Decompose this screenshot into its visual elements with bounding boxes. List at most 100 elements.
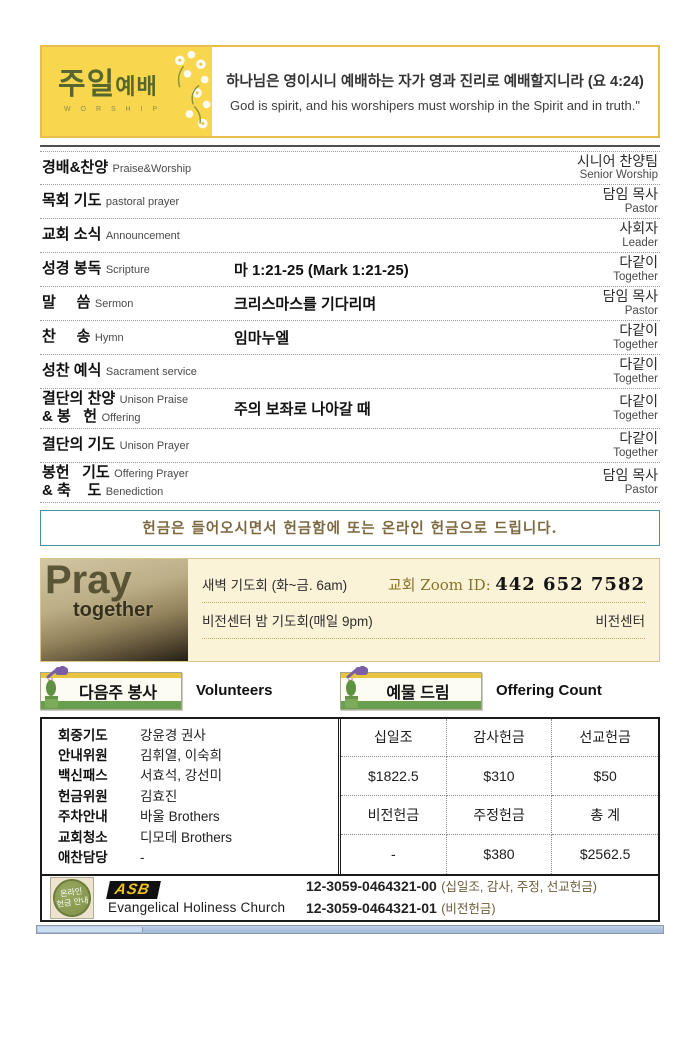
account-note-1: (십일조, 감사, 주정, 선교헌금) <box>441 879 597 894</box>
horizontal-scrollbar[interactable] <box>36 924 664 934</box>
verse-korean: 하나님은 영이시니 예배하는 자가 영과 진리로 예배할지니라 (요 4:24) <box>226 74 644 90</box>
scrollbar-thumb[interactable] <box>38 926 143 932</box>
vision-center-text: 비전센터 <box>595 614 645 630</box>
order-by-en: Pastor <box>624 304 658 317</box>
night-prayer-text: 비전센터 밤 기도회(매일 9pm) <box>202 614 373 630</box>
order-by-en: Together <box>613 338 658 351</box>
order-row-offering-prayer-benediction: 봉헌 기도 Offering Prayer & 축 도 Benediction … <box>40 463 660 503</box>
bank-church-block: ASB Evangelical Holiness Church <box>106 880 298 915</box>
offering-cell-mission-header: 선교헌금 <box>552 719 658 758</box>
prayer-row-dawn: 새벽 기도회 (화~금. 6am) 교회 Zoom ID: 442 652 75… <box>202 567 645 603</box>
order-row-hymn: 찬 송 Hymn 임마누엘 다같이 Together <box>40 321 660 355</box>
offering-cell-tithe-header: 십일조 <box>341 718 447 758</box>
volunteer-value: 디모데 Brothers <box>140 829 233 845</box>
account-numbers: 12-3059-0464321-00 (십일조, 감사, 주정, 선교헌금) 1… <box>306 876 597 919</box>
order-label-en: Hymn <box>94 332 124 345</box>
account-number-2: 12-3059-0464321-01 <box>306 899 437 916</box>
order-by-kr: 다같이 <box>619 254 658 271</box>
pray-together-image: Pray together <box>41 558 188 661</box>
order-label-kr: 목회 기도 <box>42 192 102 210</box>
order-by-en: Leader <box>622 236 658 249</box>
account-line-2: 12-3059-0464321-01 (비전헌금) <box>306 898 597 920</box>
order-label-kr2: & 축 도 <box>42 482 102 500</box>
volunteer-row: 애찬담당 - <box>58 848 338 868</box>
account-number-1: 12-3059-0464321-00 <box>306 877 437 894</box>
order-by-kr: 다같이 <box>619 430 658 447</box>
order-by-kr: 담임 목사 <box>602 186 658 203</box>
offering-cell-vision-header: 비전헌금 <box>341 796 447 835</box>
volunteer-row: 주차안내 바울 Brothers <box>58 807 338 827</box>
order-row-pastoral-prayer: 목회 기도 pastoral prayer 담임 목사 Pastor <box>40 185 660 219</box>
order-label-kr: 봉헌 기도 <box>42 463 110 481</box>
volunteer-value: 강윤경 권사 <box>140 727 206 743</box>
order-by-kr: 다같이 <box>619 356 658 373</box>
online-offering-badge: 온라인 헌금 안내 <box>50 876 94 920</box>
zoom-id-label: 교회 Zoom ID: <box>387 575 491 594</box>
volunteer-value: - <box>140 850 145 865</box>
order-label-kr: 결단의 찬양 <box>42 390 116 407</box>
order-content: 크리스마스를 기다리며 <box>234 296 377 313</box>
notice-text: 헌금은 들어오시면서 헌금함에 또는 온라인 헌금으로 드립니다. <box>142 520 558 538</box>
offering-cell-thanks-amount: $310 <box>446 757 553 797</box>
order-by-en: Together <box>613 270 658 283</box>
order-row-sermon: 말 씀 Sermon 크리스마스를 기다리며 담임 목사 Pastor <box>40 287 660 321</box>
order-label-kr: 찬 송 <box>42 328 91 346</box>
volunteer-value: 바울 Brothers <box>140 809 220 825</box>
volunteer-row: 헌금위원 김효진 <box>58 787 338 807</box>
offering-badge: 예물 드림 <box>340 665 482 710</box>
volunteer-row: 회중기도 강윤경 권사 <box>58 726 338 746</box>
order-label-kr: 말 씀 <box>42 294 91 312</box>
order-by-kr: 시니어 찬양팀 <box>576 152 658 169</box>
church-name: Evangelical Holiness Church <box>108 899 286 915</box>
asb-bank-logo: ASB <box>106 880 161 899</box>
offering-cell-tithe-amount: $1822.5 <box>341 757 447 797</box>
order-by-kr: 사회자 <box>619 220 658 237</box>
prayer-row-night: 비전센터 밤 기도회(매일 9pm) 비전센터 <box>202 603 645 639</box>
order-by-kr: 다같이 <box>619 322 658 339</box>
daisy-decoration-icon <box>175 50 211 129</box>
offering-count-title: Offering Count <box>496 682 602 700</box>
worship-logo: 주일예배 W O R S H I P <box>42 47 212 136</box>
account-note-2: (비전헌금) <box>441 901 496 916</box>
volunteer-label: 헌금위원 <box>58 788 108 804</box>
volunteers-list: 회중기도 강윤경 권사 안내위원 김휘열, 이숙희 백신패스 서효석, 강선미 헌금위… <box>42 719 338 874</box>
bulletin-page: 주일예배 W O R S H I P 하나님은 영이시니 예배하는 자가 영과 … <box>36 45 664 934</box>
bank-info-footer: 온라인 헌금 안내 ASB Evangelical Holiness Churc… <box>42 873 658 920</box>
order-of-service-table: 경배&찬양 Praise&Worship 시니어 찬양팀 Senior Worsh… <box>40 145 660 503</box>
order-by-en: Pastor <box>624 202 658 215</box>
offering-cell-mission-amount: $50 <box>552 757 658 797</box>
offering-cell-total-amount: $2562.5 <box>579 846 631 863</box>
order-label-en: Unison Praise <box>119 394 189 406</box>
order-label-kr: 성찬 예식 <box>42 362 102 380</box>
order-row-sacrament: 성찬 예식 Sacrament service 다같이 Together <box>40 355 660 389</box>
cactus-watering-can-icon <box>345 665 368 708</box>
volunteers-badge-label: 다음주 봉사 <box>78 684 158 702</box>
zoom-id-value: 442 652 7582 <box>495 573 645 595</box>
order-label-kr: 교회 소식 <box>42 226 102 244</box>
order-label-en: Offering Prayer <box>114 467 189 480</box>
order-row-scripture: 성경 봉독 Scripture 마 1:21-25 (Mark 1:21-25)… <box>40 253 660 287</box>
order-content: 주의 보좌로 나아갈 때 <box>234 400 371 418</box>
order-by-en: Together <box>613 409 658 422</box>
volunteer-value: 서효석, 강선미 <box>140 768 223 784</box>
volunteers-offering-table: 회중기도 강윤경 권사 안내위원 김휘열, 이숙희 백신패스 서효석, 강선미 헌금위… <box>40 716 660 922</box>
pray-image-title: Pray <box>45 558 132 602</box>
volunteer-label: 주차안내 <box>58 809 108 825</box>
online-offering-circle-icon: 온라인 헌금 안내 <box>50 876 94 920</box>
volunteer-label: 교회청소 <box>58 829 108 845</box>
order-content: 임마누엘 <box>234 330 290 347</box>
order-label-en: Announcement <box>105 230 180 243</box>
order-by-kr: 담임 목사 <box>602 467 658 484</box>
volunteer-label: 애찬담당 <box>58 850 108 865</box>
order-row-unison-prayer: 결단의 기도 Unison Prayer 다같이 Together <box>40 429 660 463</box>
order-content: 마 1:21-25 (Mark 1:21-25) <box>234 262 409 279</box>
volunteer-value: 김휘열, 이숙희 <box>140 747 223 763</box>
volunteer-row: 교회청소 디모데 Brothers <box>58 828 338 848</box>
offering-cell-vision-amount: - <box>341 834 447 874</box>
order-label-en: Scripture <box>105 264 150 277</box>
verse-english: God is spirit, and his worshipers must w… <box>230 98 640 113</box>
offering-header: 예물 드림 Offering Count <box>340 665 602 710</box>
volunteer-row: 백신패스 서효석, 강선미 <box>58 766 338 786</box>
order-label-kr: 경배&찬양 <box>42 158 109 176</box>
logo-title: 주일예배 <box>58 68 158 101</box>
